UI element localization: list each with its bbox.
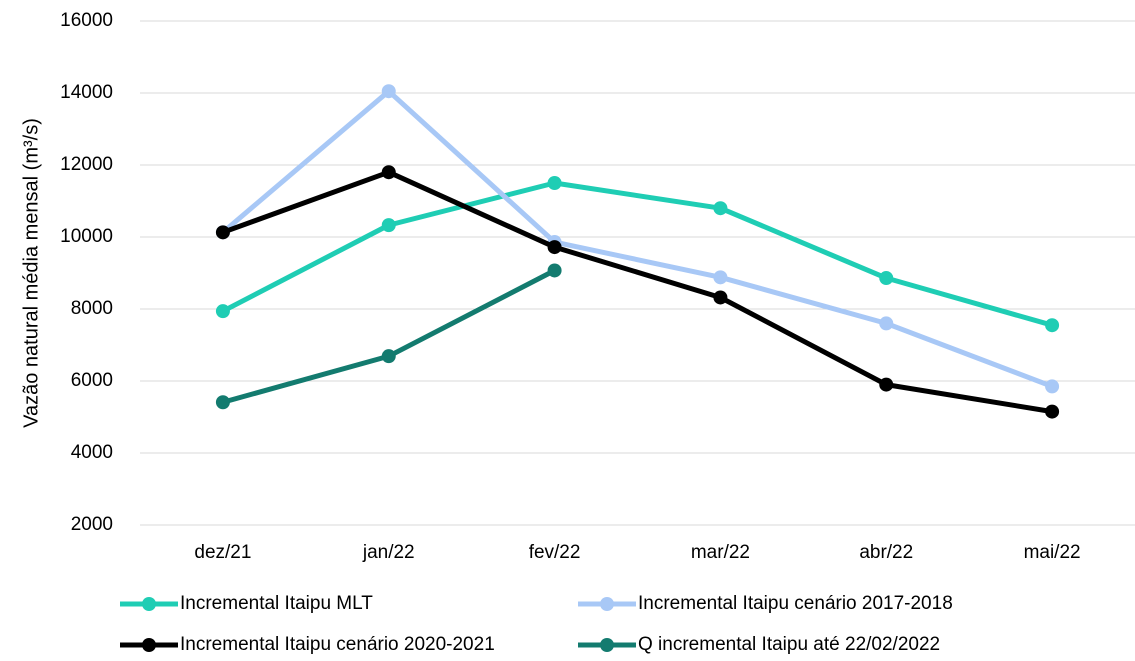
data-point xyxy=(381,349,396,364)
data-point xyxy=(879,377,894,392)
y-axis-label: Vazão natural média mensal (m³/s) xyxy=(20,118,42,428)
data-point xyxy=(879,316,894,331)
y-tick-label: 8000 xyxy=(71,298,113,319)
x-tick-label: mar/22 xyxy=(691,542,750,563)
data-point xyxy=(713,270,728,285)
y-tick-label: 12000 xyxy=(60,154,113,175)
legend-label: Incremental Itaipu cenário 2020-2021 xyxy=(180,634,495,655)
y-tick-label: 2000 xyxy=(71,514,113,535)
y-tick-label: 10000 xyxy=(60,226,113,247)
series-line xyxy=(222,268,556,405)
data-point xyxy=(381,165,396,180)
legend-marker xyxy=(600,597,614,611)
series-line xyxy=(222,169,1053,415)
data-point xyxy=(1045,318,1060,333)
data-point xyxy=(713,201,728,216)
series-line xyxy=(221,88,1053,389)
data-point xyxy=(547,263,562,278)
legend-label: Incremental Itaipu MLT xyxy=(180,593,373,614)
x-tick-label: mai/22 xyxy=(1024,542,1081,563)
x-tick-label: fev/22 xyxy=(529,542,581,563)
data-point xyxy=(381,218,396,233)
data-point xyxy=(1045,404,1060,419)
legend-label: Incremental Itaipu cenário 2017-2018 xyxy=(638,593,953,614)
x-tick-label: jan/22 xyxy=(362,542,415,563)
data-point xyxy=(713,290,728,305)
series-line xyxy=(221,180,1053,328)
legend-marker xyxy=(142,638,156,652)
legend-label: Q incremental Itaipu até 22/02/2022 xyxy=(638,634,940,655)
y-tick-label: 16000 xyxy=(60,10,113,31)
y-tick-label: 4000 xyxy=(71,442,113,463)
data-point xyxy=(215,304,230,319)
x-tick-label: dez/21 xyxy=(194,542,251,563)
x-tick-label: abr/22 xyxy=(859,542,913,563)
data-point xyxy=(215,225,230,240)
data-point xyxy=(215,395,230,410)
data-point xyxy=(879,271,894,286)
y-tick-label: 14000 xyxy=(60,82,113,103)
data-point xyxy=(547,240,562,255)
y-tick-label: 6000 xyxy=(71,370,113,391)
data-point xyxy=(547,176,562,190)
legend-marker xyxy=(142,597,156,611)
data-point xyxy=(1045,379,1060,394)
data-point xyxy=(381,84,396,99)
legend-marker xyxy=(600,638,614,652)
